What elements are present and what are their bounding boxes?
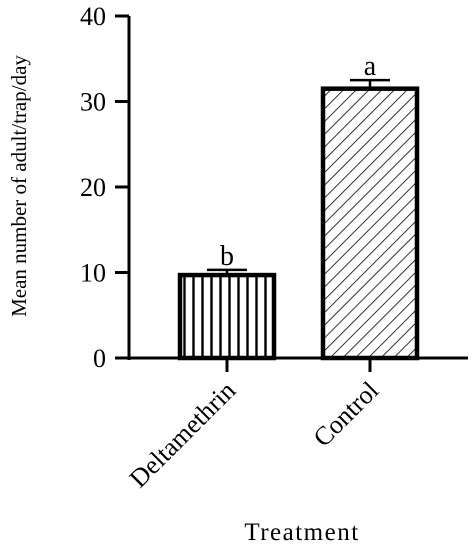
y-axis-label: Mean number of adult/trap/day	[7, 55, 31, 317]
y-tick-label: 30	[80, 88, 106, 117]
bar-pattern	[180, 275, 274, 358]
x-tick-label: Deltamethrin	[124, 376, 242, 494]
y-tick-label: 10	[80, 259, 106, 288]
x-axis-label: Treatment	[244, 519, 359, 546]
y-tick-label: 40	[80, 2, 106, 31]
x-axis: Deltamethrin Control	[124, 356, 468, 494]
y-axis: 0 10 20 30 40	[80, 2, 131, 373]
significance-letter: b	[220, 241, 234, 272]
bars: ba	[177, 51, 420, 361]
y-tick-label: 0	[93, 344, 106, 373]
y-tick-label: 20	[80, 173, 106, 202]
significance-letter: a	[364, 51, 377, 82]
x-tick-label: Control	[308, 376, 385, 453]
bar-pattern	[323, 88, 417, 359]
